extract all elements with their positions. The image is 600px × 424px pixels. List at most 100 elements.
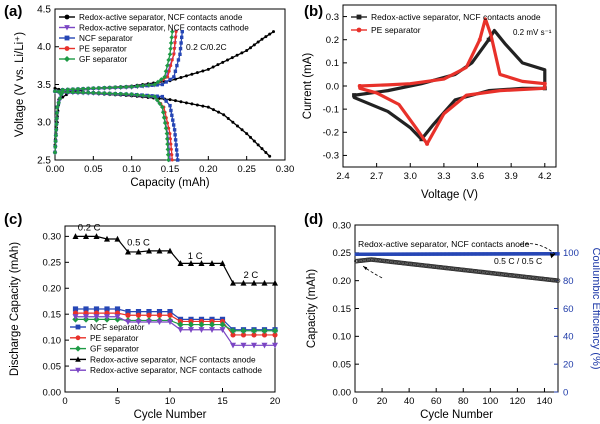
panel-c-y-tick-label: 0.25 [43,258,62,269]
panel-a-data-point [172,47,176,51]
panel-a-data-point [252,43,256,47]
panel-d-capacity-point [555,278,561,283]
panel-a-data-point [190,102,194,106]
panel-a-data-point [152,94,157,99]
panel-d-efficiency-point [556,252,560,256]
panel-b-y-tick-label: -0.3 [323,151,339,162]
panel-a-data-point [164,136,170,142]
panel-b-scan-rate-annotation: 0.2 mV s⁻¹ [513,28,552,37]
panel-c-data-point [114,306,121,312]
panel-c-data-point [167,312,173,318]
panel-c-data-point [229,327,237,334]
panel-c-data-point [146,308,152,315]
panel-d-axes-frame [354,224,559,393]
panel-c-data-point [125,312,131,318]
panel-a-data-point [168,77,172,82]
panel-c-data-point [230,279,236,286]
panel-a-label: (a) [4,3,22,20]
panel-c-rate-annotation: 2 C [243,270,258,281]
panel-a-data-point [118,91,124,97]
panel-a-data-point [240,128,244,132]
panel-a-data-point [264,150,268,154]
panel-c-data-point [177,260,184,266]
panel-a-data-point [85,86,91,91]
panel-a-data-point [168,46,173,51]
panel-c-data-point [83,314,89,320]
panel-a-data-point [57,96,63,101]
panel-c-data-point [198,327,205,333]
panel-a-data-point [168,137,172,141]
panel-b-x-tick-label: 2.4 [336,171,349,182]
panel-c-rate-annotation: 1 C [188,251,203,262]
panel-d-x-tick-label: 0 [352,396,357,407]
panel-a-data-point [60,89,65,95]
panel-a-legend-marker [64,35,70,41]
panel-a-data-point [175,158,180,162]
panel-c-data-point [156,308,163,315]
panel-a-data-point [178,46,183,51]
panel-c-x-tick-label: 0 [62,396,67,407]
panel-c-data-point [261,327,268,334]
panel-c-data-point [251,279,257,286]
panel-c-data-point [208,321,216,328]
panel-a-legend-marker [64,46,70,51]
panel-a-data-point [112,91,118,96]
panel-a-data-point [216,63,220,67]
panel-b-data-point [477,37,482,42]
panel-b-legend-marker [356,14,362,20]
panel-a-series-line [54,90,170,161]
panel-d-y2-tick-label: 60 [563,304,574,315]
panel-c-data-point [167,308,173,315]
panel-a-data-point [85,90,91,95]
panel-a-data-point [174,30,178,34]
panel-c-data-point [188,260,194,266]
panel-a-data-point [152,82,157,87]
panel-b-y-tick-label: 0.2 [326,35,339,46]
panel-d-x-axis-label: Cycle Number [420,409,493,421]
panel-a-data-point [163,125,169,131]
panel-d-y2-axis-label: Coulumbic Efficiency (%) [590,247,600,369]
panel-b-x-tick-label: 4.2 [538,171,551,182]
panel-a-data-point [146,82,152,88]
panel-c-data-point [156,319,163,326]
panel-a-data-point [178,52,182,56]
panel-a-data-point [249,46,252,50]
panel-a-data-point [179,100,183,104]
panel-a-data-point [165,63,170,68]
panel-a-data-point [173,99,177,103]
panel-b-data-point [357,84,362,88]
panel-a-data-point [171,123,176,127]
panel-a-data-point [221,60,225,64]
panel-a-data-point [80,90,86,95]
panel-a-data-point [174,35,178,39]
panel-c-data-point [125,248,131,255]
panel-a-data-point [129,84,134,90]
panel-a-data-point [170,158,174,162]
panel-c-data-point [219,327,226,333]
panel-a-data-point [172,128,177,132]
panel-a-data-point [168,40,174,46]
panel-a-data-point [101,90,107,96]
panel-a-data-point [162,120,168,126]
panel-c-series-line [75,316,275,346]
panel-a-data-point [222,113,226,117]
panel-a-data-point [249,135,252,139]
panel-a-y-tick-label: 2.5 [37,155,51,166]
panel-a-data-point [166,75,170,79]
panel-a-data-point [56,100,61,106]
panel-a-data-point [206,67,210,71]
panel-a-data-point [65,87,71,92]
panel-a-data-point [52,150,58,155]
panel-a-series-line [54,87,271,157]
panel-b-legend-label: Redox-active separator, NCF contacts ano… [371,12,541,22]
panel-a-data-point [53,127,59,133]
panel-c-y-tick-label: 0.05 [43,361,62,372]
panel-a-data-point [166,121,170,125]
panel-d-x-tick-label: 80 [458,396,469,407]
panel-a-data-point [173,69,178,73]
panel-a-data-point [252,139,256,143]
panel-c-legend-marker [75,356,81,362]
panel-a-legend-label: Redox-active separator, NCF contacts ano… [79,13,243,22]
panel-a-data-point [167,52,173,57]
panel-a-x-tick-label: 0.00 [46,164,65,175]
